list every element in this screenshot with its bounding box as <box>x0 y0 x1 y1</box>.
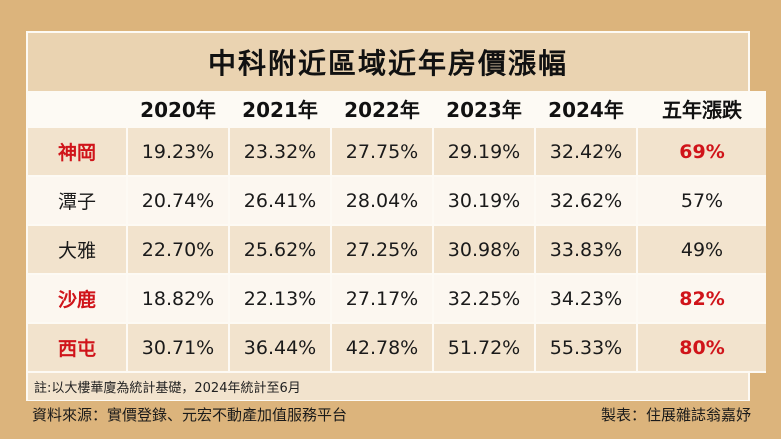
area-name: 沙鹿 <box>28 275 126 324</box>
value-cell: 30.71% <box>128 324 228 373</box>
area-name: 大雅 <box>28 226 126 275</box>
total-change: 49% <box>638 226 766 275</box>
area-name: 西屯 <box>28 324 126 373</box>
value-cell: 23.32% <box>230 128 330 177</box>
header-2022: 2022年 <box>332 91 432 128</box>
value-cell: 22.70% <box>128 226 228 275</box>
header-five-year-change: 五年漲跌 <box>638 91 766 128</box>
header-row: 2020年 2021年 2022年 2023年 2024年 五年漲跌 <box>28 91 766 128</box>
value-cell: 33.83% <box>536 226 636 275</box>
total-change: 80% <box>638 324 766 373</box>
value-cell: 18.82% <box>128 275 228 324</box>
table-row: 沙鹿 18.82% 22.13% 27.17% 32.25% 34.23% 82… <box>28 275 766 324</box>
header-2021: 2021年 <box>230 91 330 128</box>
header-2024: 2024年 <box>536 91 636 128</box>
value-cell: 34.23% <box>536 275 636 324</box>
table-row: 神岡 19.23% 23.32% 27.75% 29.19% 32.42% 69… <box>28 128 766 177</box>
header-2020: 2020年 <box>128 91 228 128</box>
value-cell: 29.19% <box>434 128 534 177</box>
value-cell: 30.98% <box>434 226 534 275</box>
area-name: 神岡 <box>28 128 126 177</box>
total-change: 69% <box>638 128 766 177</box>
value-cell: 27.17% <box>332 275 432 324</box>
header-2023: 2023年 <box>434 91 534 128</box>
header-area <box>28 91 126 128</box>
value-cell: 28.04% <box>332 177 432 226</box>
value-cell: 32.25% <box>434 275 534 324</box>
table-title: 中科附近區域近年房價漲幅 <box>28 33 748 91</box>
table-row: 大雅 22.70% 25.62% 27.25% 30.98% 33.83% 49… <box>28 226 766 275</box>
value-cell: 42.78% <box>332 324 432 373</box>
table-credit: 製表：住展雜誌翁嘉妤 <box>600 406 751 424</box>
value-cell: 25.62% <box>230 226 330 275</box>
total-change: 82% <box>638 275 766 324</box>
value-cell: 32.62% <box>536 177 636 226</box>
value-cell: 32.42% <box>536 128 636 177</box>
price-growth-table: 2020年 2021年 2022年 2023年 2024年 五年漲跌 神岡 19… <box>26 91 768 373</box>
table-row: 潭子 20.74% 26.41% 28.04% 30.19% 32.62% 57… <box>28 177 766 226</box>
value-cell: 36.44% <box>230 324 330 373</box>
value-cell: 27.25% <box>332 226 432 275</box>
value-cell: 51.72% <box>434 324 534 373</box>
total-change: 57% <box>638 177 766 226</box>
value-cell: 19.23% <box>128 128 228 177</box>
table-note: 註:以大樓華廈為統計基礎，2024年統計至6月 <box>28 373 748 400</box>
table-row: 西屯 30.71% 36.44% 42.78% 51.72% 55.33% 80… <box>28 324 766 373</box>
value-cell: 27.75% <box>332 128 432 177</box>
data-source: 資料來源：實價登錄、元宏不動產加值服務平台 <box>32 406 348 424</box>
value-cell: 55.33% <box>536 324 636 373</box>
value-cell: 26.41% <box>230 177 330 226</box>
area-name: 潭子 <box>28 177 126 226</box>
price-table-panel: 中科附近區域近年房價漲幅 2020年 2021年 2022年 2023年 202… <box>26 31 766 401</box>
value-cell: 30.19% <box>434 177 534 226</box>
value-cell: 22.13% <box>230 275 330 324</box>
value-cell: 20.74% <box>128 177 228 226</box>
